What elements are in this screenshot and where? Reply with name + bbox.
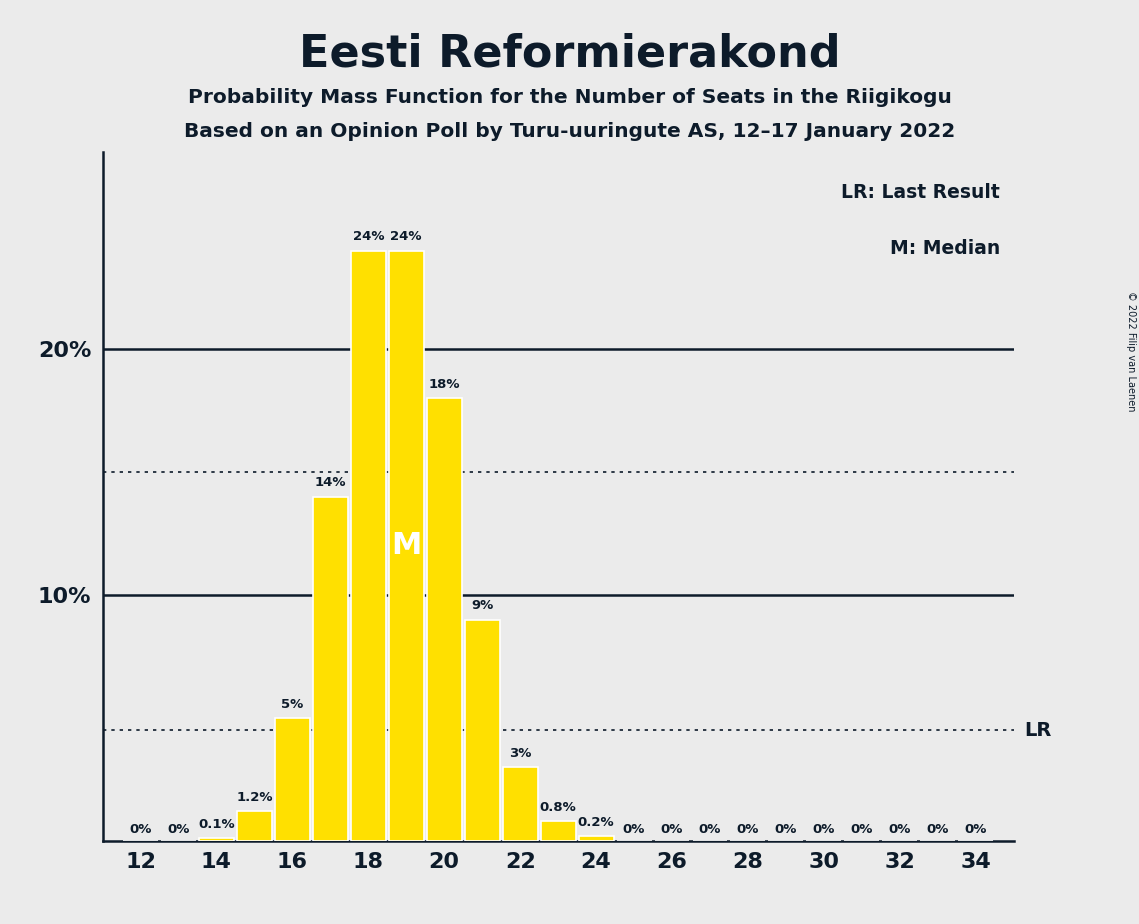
Text: 0.2%: 0.2% [577, 816, 614, 829]
Text: 0%: 0% [699, 823, 721, 836]
Bar [388, 250, 424, 841]
Text: 3%: 3% [509, 747, 531, 760]
Text: 5%: 5% [281, 698, 303, 711]
Text: 0%: 0% [927, 823, 949, 836]
Bar [502, 767, 538, 841]
Bar [351, 250, 386, 841]
Text: 0%: 0% [775, 823, 797, 836]
Text: 0.1%: 0.1% [198, 818, 235, 831]
Bar [427, 398, 461, 841]
Bar [199, 838, 233, 841]
Text: 0%: 0% [623, 823, 645, 836]
Bar [541, 821, 575, 841]
Text: Based on an Opinion Poll by Turu-uuringute AS, 12–17 January 2022: Based on an Opinion Poll by Turu-uuringu… [183, 122, 956, 141]
Text: 0%: 0% [661, 823, 683, 836]
Text: 24%: 24% [391, 230, 421, 243]
Text: 0%: 0% [851, 823, 872, 836]
Bar [579, 836, 614, 841]
Text: M: M [391, 531, 421, 560]
Text: 9%: 9% [472, 599, 493, 613]
Bar [313, 497, 347, 841]
Bar [465, 620, 500, 841]
Text: © 2022 Filip van Laenen: © 2022 Filip van Laenen [1126, 291, 1136, 411]
Text: 0.8%: 0.8% [540, 801, 576, 814]
Text: LR: Last Result: LR: Last Result [842, 184, 1000, 202]
Text: Probability Mass Function for the Number of Seats in the Riigikogu: Probability Mass Function for the Number… [188, 88, 951, 107]
Text: 0%: 0% [965, 823, 986, 836]
Text: Eesti Reformierakond: Eesti Reformierakond [298, 32, 841, 76]
Text: 0%: 0% [813, 823, 835, 836]
Bar [237, 811, 272, 841]
Text: 0%: 0% [167, 823, 189, 836]
Text: LR: LR [1025, 721, 1052, 740]
Text: 0%: 0% [888, 823, 911, 836]
Text: 14%: 14% [314, 476, 346, 490]
Text: 0%: 0% [130, 823, 151, 836]
Text: 1.2%: 1.2% [236, 791, 272, 804]
Text: 18%: 18% [428, 378, 460, 391]
Text: 0%: 0% [737, 823, 759, 836]
Text: 24%: 24% [353, 230, 384, 243]
Text: M: Median: M: Median [890, 238, 1000, 258]
Bar [274, 718, 310, 841]
